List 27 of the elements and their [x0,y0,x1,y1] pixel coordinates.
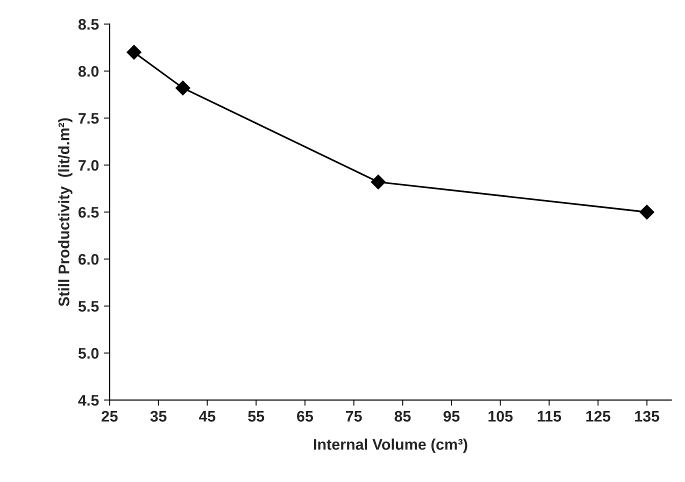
x-tick-label: 55 [248,411,264,422]
x-tick-label: 45 [199,411,216,422]
x-tick-label: 35 [150,410,167,422]
x-tick-label: 115 [538,411,562,422]
x-tick-label: 105 [488,410,513,422]
x-tick-label: 95 [444,410,460,422]
y-tick-label: 5.0 [78,348,99,359]
point [175,80,190,96]
y-tick-label: 6.5 [78,206,99,218]
y-tick-label: 8.5 [78,18,99,30]
y-tick-label: 6.0 [78,254,99,265]
x-tick-label: 135 [635,410,660,422]
x-tick-label: 65 [297,410,314,422]
point [639,204,654,220]
x-axis-title: Internal Volume (cm³) [314,438,468,453]
point [126,44,142,60]
x-tick-label: 85 [394,410,411,422]
point [370,174,386,190]
x-tick-label: 25 [102,410,118,422]
y-tick-label: 5.5 [78,301,99,312]
y-tick-label: 7.0 [78,160,99,171]
y-tick-label: 7.5 [78,113,99,124]
x-tick-label: 125 [586,410,610,422]
y-tick-label: 8.0 [78,66,99,77]
y-tick-label: 4.5 [78,395,99,406]
x-tick-label: 75 [346,411,362,422]
y-axis-title: Still Productivity (lit/d.m²) [58,118,72,306]
